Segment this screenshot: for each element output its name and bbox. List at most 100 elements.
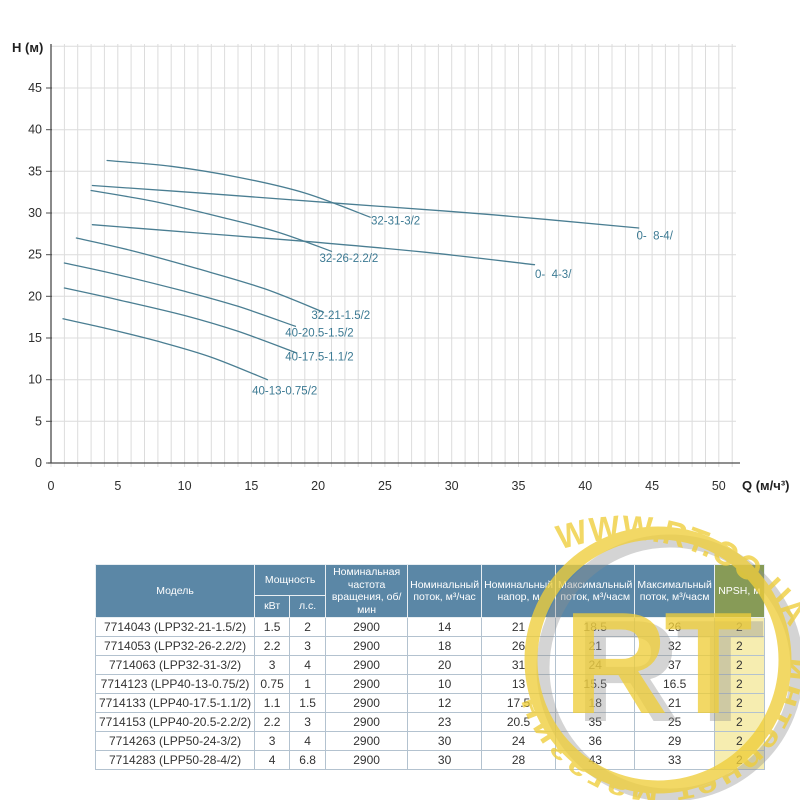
header-max-flow-b: Максимальный поток, м³/часм	[634, 563, 715, 619]
cell-value: 1.5	[254, 617, 291, 638]
cell-value: 24	[555, 655, 636, 676]
cell-value: 2900	[325, 674, 409, 695]
cell-value: 2	[713, 750, 765, 771]
cell-value: 33	[634, 750, 715, 771]
cell-model: 7714063 (LPP32-31-3/2)	[94, 655, 256, 676]
cell-value: 2	[713, 655, 765, 676]
cell-value: 1	[289, 674, 327, 695]
cell-value: 31	[481, 655, 557, 676]
curve-label: 40-13-0.75/2	[252, 386, 317, 398]
x-axis-title: Q (м/ч³)	[742, 478, 790, 493]
header-nominal-head: Номинальный напор, м	[481, 563, 557, 619]
cell-model: 7714123 (LPP40-13-0.75/2)	[94, 674, 256, 695]
cell-value: 21	[481, 617, 557, 638]
y-tick-label: 25	[28, 248, 42, 262]
cell-value: 2900	[325, 750, 409, 771]
cell-value: 12	[407, 693, 483, 714]
pump-curve	[62, 318, 269, 381]
cell-value: 2900	[325, 731, 409, 752]
header-rpm: Номинальная частота вращения, об/мин	[325, 563, 409, 619]
cell-model: 7714263 (LPP50-24-3/2)	[94, 731, 256, 752]
cell-value: 2	[713, 731, 765, 752]
y-tick-label: 10	[28, 373, 42, 387]
pump-performance-chart: 0 5 10 15 20 25 30 35 40 45 0 5 10 15 20 25 30 35 40 45 50 H …	[12, 40, 790, 493]
cell-value: 2	[713, 712, 765, 733]
cell-value: 20.5	[481, 712, 557, 733]
pump-curve	[75, 237, 325, 313]
cell-value: 10	[407, 674, 483, 695]
curve-label: 0- 8-4/	[636, 231, 673, 243]
cell-value: 3	[289, 636, 327, 657]
cell-value: 14	[407, 617, 483, 638]
table-row: 7714263 (LPP50-24-3/2) 3 4 2900 30 24 36 29 2	[94, 731, 765, 752]
cell-value: 2.2	[254, 712, 291, 733]
cell-value: 4	[254, 750, 291, 771]
cell-model: 7714153 (LPP40-20.5-2.2/2)	[94, 712, 256, 733]
cell-value: 2	[713, 693, 765, 714]
cell-value: 30	[407, 750, 483, 771]
cell-value: 18	[407, 636, 483, 657]
cell-value: 29	[634, 731, 715, 752]
cell-value: 2	[713, 674, 765, 695]
spec-table-wrap: Модель Мощность Номинальная частота вращ…	[94, 563, 765, 771]
cell-model: 7714043 (LPP32-21-1.5/2)	[94, 617, 256, 638]
x-tick-label: 0	[48, 479, 55, 493]
pump-spec-table: Модель Мощность Номинальная частота вращ…	[94, 563, 765, 771]
curve-label: 40-20.5-1.5/2	[285, 327, 353, 339]
cell-value: 21	[555, 636, 636, 657]
cell-value: 18	[555, 693, 636, 714]
header-max-flow-a: Максимальный поток, м³/часм	[555, 563, 636, 619]
pump-curve	[63, 287, 298, 354]
cell-value: 24	[481, 731, 557, 752]
table-row: 7714063 (LPP32-31-3/2) 3 4 2900 20 31 24 37 2	[94, 655, 765, 676]
cell-value: 3	[254, 655, 291, 676]
cell-model: 7714133 (LPP40-17.5-1.1/2)	[94, 693, 256, 714]
cell-value: 36	[555, 731, 636, 752]
pump-curve	[106, 159, 371, 218]
cell-value: 30	[407, 731, 483, 752]
cell-value: 3	[254, 731, 291, 752]
curve-label: 0- 4-3/	[535, 269, 572, 281]
cell-value: 15.5	[555, 674, 636, 695]
cell-model: 7714053 (LPP32-26-2.2/2)	[94, 636, 256, 657]
table-row: 7714043 (LPP32-21-1.5/2) 1.5 2 2900 14 21 18.5…	[94, 617, 765, 638]
cell-value: 28	[481, 750, 557, 771]
x-tick-label: 20	[311, 479, 325, 493]
chart-grid	[50, 44, 736, 467]
pump-curve	[90, 189, 333, 252]
x-tick-label: 40	[578, 479, 592, 493]
y-tick-label: 30	[28, 206, 42, 220]
cell-value: 2	[713, 636, 765, 657]
cell-value: 21	[634, 693, 715, 714]
header-power: Мощность	[254, 563, 327, 597]
curve-label: 32-26-2.2/2	[319, 253, 378, 265]
cell-value: 6.8	[289, 750, 327, 771]
table-row: 7714283 (LPP50-28-4/2) 4 6.8 2900 30 28 43 33 2	[94, 750, 765, 771]
cell-value: 2.2	[254, 636, 291, 657]
cell-value: 2900	[325, 636, 409, 657]
cell-value: 2	[713, 617, 765, 638]
cell-value: 2	[289, 617, 327, 638]
cell-value: 20	[407, 655, 483, 676]
cell-value: 0.75	[254, 674, 291, 695]
y-axis-title: H (м)	[12, 40, 43, 55]
table-row: 7714133 (LPP40-17.5-1.1/2) 1.1 1.5 2900 12 17…	[94, 693, 765, 714]
cell-value: 35	[555, 712, 636, 733]
cell-value: 26	[481, 636, 557, 657]
x-tick-label: 25	[378, 479, 392, 493]
cell-value: 17.5	[481, 693, 557, 714]
cell-value: 1.1	[254, 693, 291, 714]
cell-value: 37	[634, 655, 715, 676]
cell-value: 2900	[325, 617, 409, 638]
cell-value: 3	[289, 712, 327, 733]
cell-value: 18.5	[555, 617, 636, 638]
header-model: Модель	[94, 563, 256, 619]
cell-value: 13	[481, 674, 557, 695]
cell-value: 4	[289, 655, 327, 676]
table-row: 7714153 (LPP40-20.5-2.2/2) 2.2 3 2900 23 20.5…	[94, 712, 765, 733]
header-kw: кВт	[254, 595, 291, 619]
cell-value: 43	[555, 750, 636, 771]
y-tick-label: 35	[28, 164, 42, 178]
header-nominal-flow: Номинальный поток, м³/час	[407, 563, 483, 619]
